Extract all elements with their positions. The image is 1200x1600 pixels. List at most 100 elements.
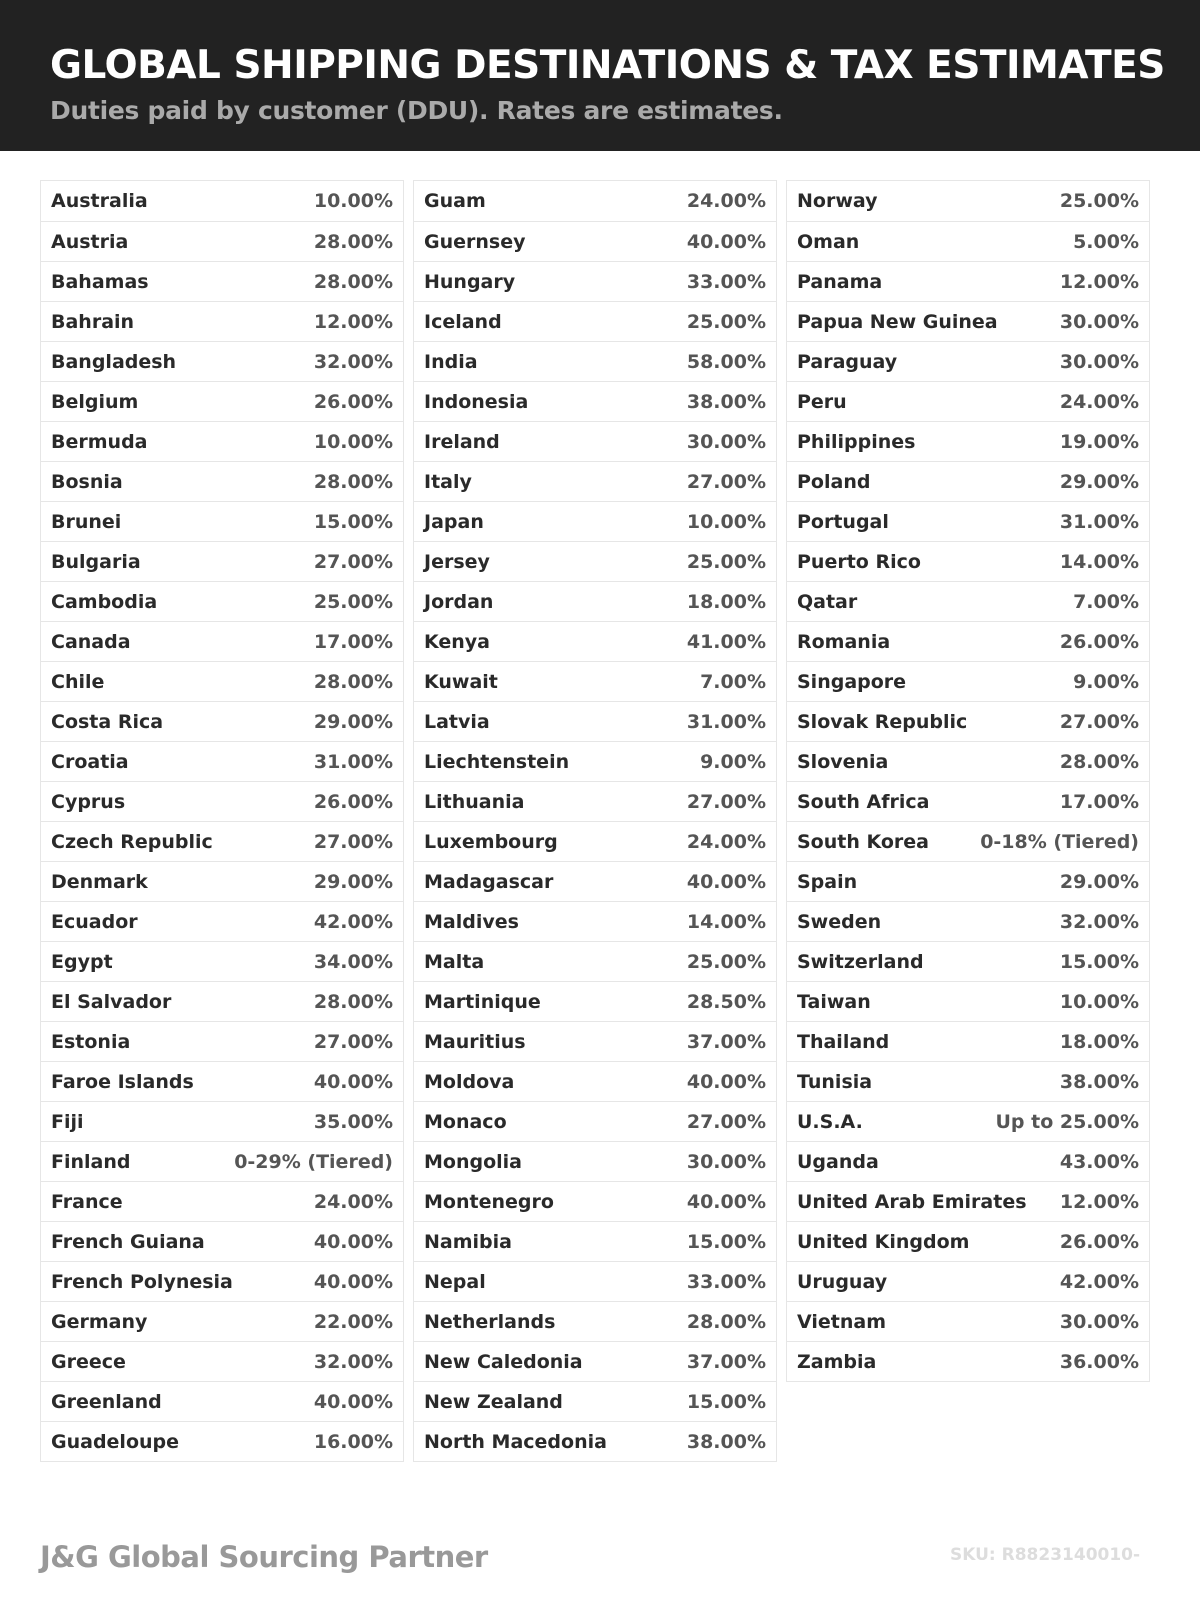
country-name: Bahrain — [51, 310, 135, 333]
tax-rate: 25.00% — [313, 590, 393, 613]
country-name: Guadeloupe — [51, 1430, 180, 1453]
table-row: Latvia 31.00% — [414, 701, 776, 741]
country-name: Iceland — [424, 310, 502, 333]
tax-rate: 43.00% — [1059, 1150, 1139, 1173]
sku-label: SKU: R8823140010- — [950, 1545, 1141, 1565]
tax-rate: 25.00% — [1059, 190, 1139, 212]
tax-rate: 28.00% — [313, 230, 393, 253]
table-row: Japan 10.00% — [414, 501, 776, 541]
table-row: Italy 27.00% — [414, 461, 776, 501]
table-row: Kenya 41.00% — [414, 621, 776, 661]
country-name: Zambia — [797, 1350, 877, 1373]
country-name: Martinique — [424, 990, 541, 1013]
country-name: North Macedonia — [424, 1430, 607, 1453]
country-name: Monaco — [424, 1110, 507, 1133]
country-name: South Korea — [797, 830, 930, 853]
country-name: Australia — [51, 190, 148, 212]
tax-rate: 25.00% — [686, 310, 766, 333]
table-row: Belgium 26.00% — [41, 381, 403, 421]
country-name: Germany — [51, 1310, 148, 1333]
table-row: United Arab Emirates 12.00% — [787, 1181, 1149, 1221]
tax-rate: 14.00% — [686, 910, 766, 933]
table-row: French Polynesia 40.00% — [41, 1261, 403, 1301]
table-row: South Korea 0-18% (Tiered) — [787, 821, 1149, 861]
country-name: United Kingdom — [797, 1230, 970, 1253]
country-name: Poland — [797, 470, 871, 493]
tax-rate: 32.00% — [313, 350, 393, 373]
tax-rate: 10.00% — [1059, 990, 1139, 1013]
rates-column-3: Norway 25.00% Oman 5.00% Panama 12.00% Papua N… — [786, 180, 1150, 1382]
country-name: Malta — [424, 950, 485, 973]
tax-rate: 40.00% — [686, 1190, 766, 1213]
tax-rate: 12.00% — [313, 310, 393, 333]
table-row: Qatar 7.00% — [787, 581, 1149, 621]
table-row: Bosnia 28.00% — [41, 461, 403, 501]
tax-rate: 10.00% — [313, 430, 393, 453]
country-name: Thailand — [797, 1030, 890, 1053]
tax-rate: 9.00% — [700, 750, 766, 773]
tax-rate: 19.00% — [1059, 430, 1139, 453]
tax-rate: 27.00% — [686, 790, 766, 813]
table-row: Spain 29.00% — [787, 861, 1149, 901]
tax-rate: 32.00% — [313, 1350, 393, 1373]
country-name: Ecuador — [51, 910, 138, 933]
tax-rate: 33.00% — [686, 1270, 766, 1293]
country-name: El Salvador — [51, 990, 172, 1013]
tax-rate: 38.00% — [1059, 1070, 1139, 1093]
table-row: Madagascar 40.00% — [414, 861, 776, 901]
tax-rate: 17.00% — [1059, 790, 1139, 813]
country-name: Denmark — [51, 870, 148, 893]
table-row: Australia 10.00% — [41, 181, 403, 221]
table-row: Fiji 35.00% — [41, 1101, 403, 1141]
tax-rate: 10.00% — [686, 510, 766, 533]
table-row: Guam 24.00% — [414, 181, 776, 221]
country-name: Spain — [797, 870, 858, 893]
country-name: Kenya — [424, 630, 491, 653]
table-row: Denmark 29.00% — [41, 861, 403, 901]
country-name: New Zealand — [424, 1390, 563, 1413]
country-name: Greece — [51, 1350, 126, 1373]
tax-rate: 0-29% (Tiered) — [234, 1150, 393, 1173]
table-row: Slovenia 28.00% — [787, 741, 1149, 781]
table-row: Uganda 43.00% — [787, 1141, 1149, 1181]
country-name: Bulgaria — [51, 550, 141, 573]
table-row: Costa Rica 29.00% — [41, 701, 403, 741]
tax-rate: 31.00% — [686, 710, 766, 733]
country-name: Madagascar — [424, 870, 554, 893]
tax-rate: 9.00% — [1073, 670, 1139, 693]
table-row: Jordan 18.00% — [414, 581, 776, 621]
table-row: New Caledonia 37.00% — [414, 1341, 776, 1381]
table-row: Montenegro 40.00% — [414, 1181, 776, 1221]
page-title: GLOBAL SHIPPING DESTINATIONS & TAX ESTIM… — [50, 43, 1165, 88]
country-name: Jordan — [424, 590, 494, 613]
table-row: Tunisia 38.00% — [787, 1061, 1149, 1101]
table-row: Kuwait 7.00% — [414, 661, 776, 701]
tax-rate: 36.00% — [1059, 1350, 1139, 1373]
tax-rate: 29.00% — [313, 870, 393, 893]
country-name: Brunei — [51, 510, 122, 533]
tax-rate: 35.00% — [313, 1110, 393, 1133]
table-row: Germany 22.00% — [41, 1301, 403, 1341]
tax-rate: 40.00% — [686, 230, 766, 253]
table-row: France 24.00% — [41, 1181, 403, 1221]
table-row: Slovak Republic 27.00% — [787, 701, 1149, 741]
country-name: Cambodia — [51, 590, 158, 613]
tax-rate: 27.00% — [1059, 710, 1139, 733]
country-name: Costa Rica — [51, 710, 164, 733]
country-name: Bangladesh — [51, 350, 177, 373]
country-name: Latvia — [424, 710, 490, 733]
tax-rate: 24.00% — [686, 190, 766, 212]
table-row: Bulgaria 27.00% — [41, 541, 403, 581]
table-row: Austria 28.00% — [41, 221, 403, 261]
country-name: U.S.A. — [797, 1110, 863, 1133]
table-row: Egypt 34.00% — [41, 941, 403, 981]
table-row: Faroe Islands 40.00% — [41, 1061, 403, 1101]
tax-rate: 26.00% — [313, 390, 393, 413]
table-row: El Salvador 28.00% — [41, 981, 403, 1021]
tax-rate: 28.00% — [313, 990, 393, 1013]
tax-rate: 40.00% — [313, 1230, 393, 1253]
country-name: Egypt — [51, 950, 113, 973]
tax-rate: 27.00% — [313, 830, 393, 853]
country-name: Portugal — [797, 510, 889, 533]
country-name: Uganda — [797, 1150, 879, 1173]
